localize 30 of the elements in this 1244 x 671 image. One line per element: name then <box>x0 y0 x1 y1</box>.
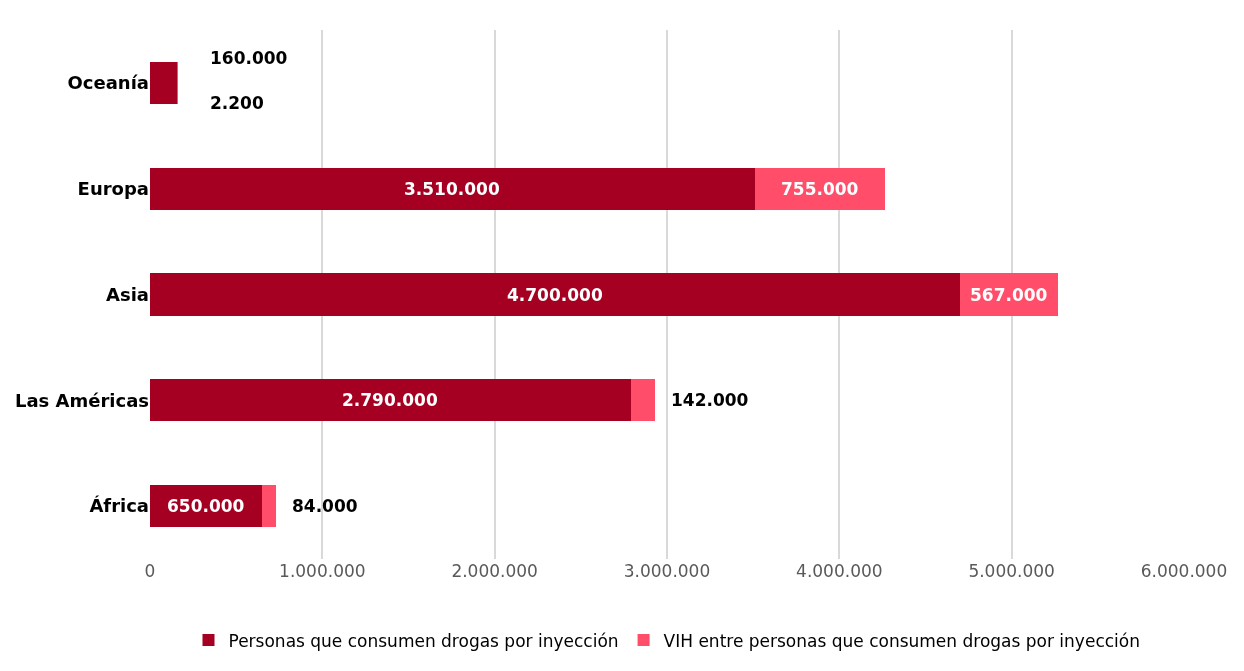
data-label: 650.000 <box>167 496 245 516</box>
legend-label: Personas que consumen drogas por inyección <box>228 630 619 651</box>
bar <box>150 379 631 422</box>
data-label: 84.000 <box>292 496 358 516</box>
x-tick-label: 3.000.000 <box>623 561 711 581</box>
data-label: 142.000 <box>671 390 749 410</box>
x-tick-label: 4.000.000 <box>796 561 883 581</box>
y-tick-label: África <box>89 495 149 517</box>
x-tick-label: 1.000.000 <box>279 561 366 581</box>
y-tick-label: Europa <box>77 178 149 199</box>
data-label: 755.000 <box>781 179 859 199</box>
bar <box>630 379 656 422</box>
bar <box>262 484 277 528</box>
data-label: 3.510.000 <box>404 179 500 199</box>
x-tick-label: 5.000.000 <box>968 561 1055 581</box>
data-label: 2.790.000 <box>342 390 438 410</box>
y-tick-label: Asia <box>106 283 149 305</box>
bar <box>150 167 755 210</box>
x-tick-label: 6.000.000 <box>1140 561 1228 581</box>
x-tick-label: 0 <box>144 561 156 581</box>
bar <box>150 61 178 105</box>
y-tick-label: Oceanía <box>67 72 149 94</box>
legend-label: VIH entre personas que consumen drogas por inyección <box>663 630 1140 651</box>
x-tick-label: 2.000.000 <box>451 561 538 581</box>
bar <box>150 273 960 316</box>
data-label: 4.700.000 <box>507 285 603 305</box>
y-tick-label: Las Américas <box>14 389 149 411</box>
data-label: 567.000 <box>970 285 1048 305</box>
data-label: 2.200 <box>210 93 264 113</box>
data-label: 160.000 <box>210 48 288 68</box>
